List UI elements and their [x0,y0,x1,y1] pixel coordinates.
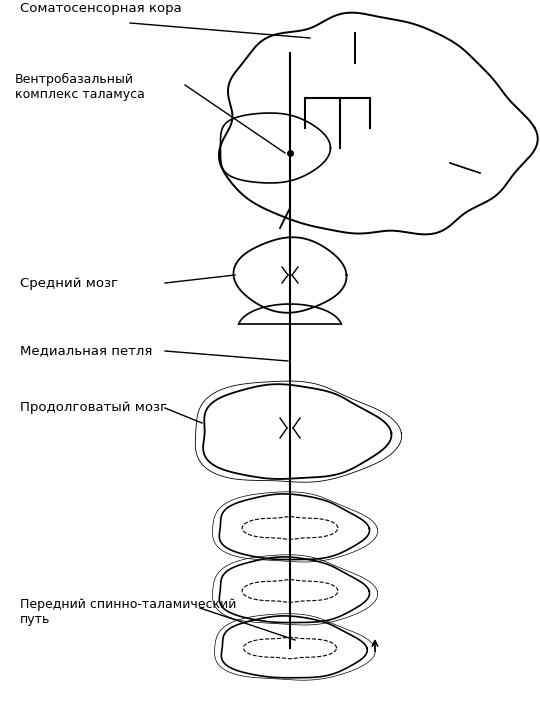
Text: Вентробазальный
комплекс таламуса: Вентробазальный комплекс таламуса [15,73,145,101]
Text: Соматосенсорная кора: Соматосенсорная кора [20,2,182,15]
Text: Медиальная петля: Медиальная петля [20,344,152,358]
Text: Передний спинно-таламический
путь: Передний спинно-таламический путь [20,598,237,626]
Text: Средний мозг: Средний мозг [20,276,118,290]
Text: Продолговатый мозг: Продолговатый мозг [20,401,167,415]
